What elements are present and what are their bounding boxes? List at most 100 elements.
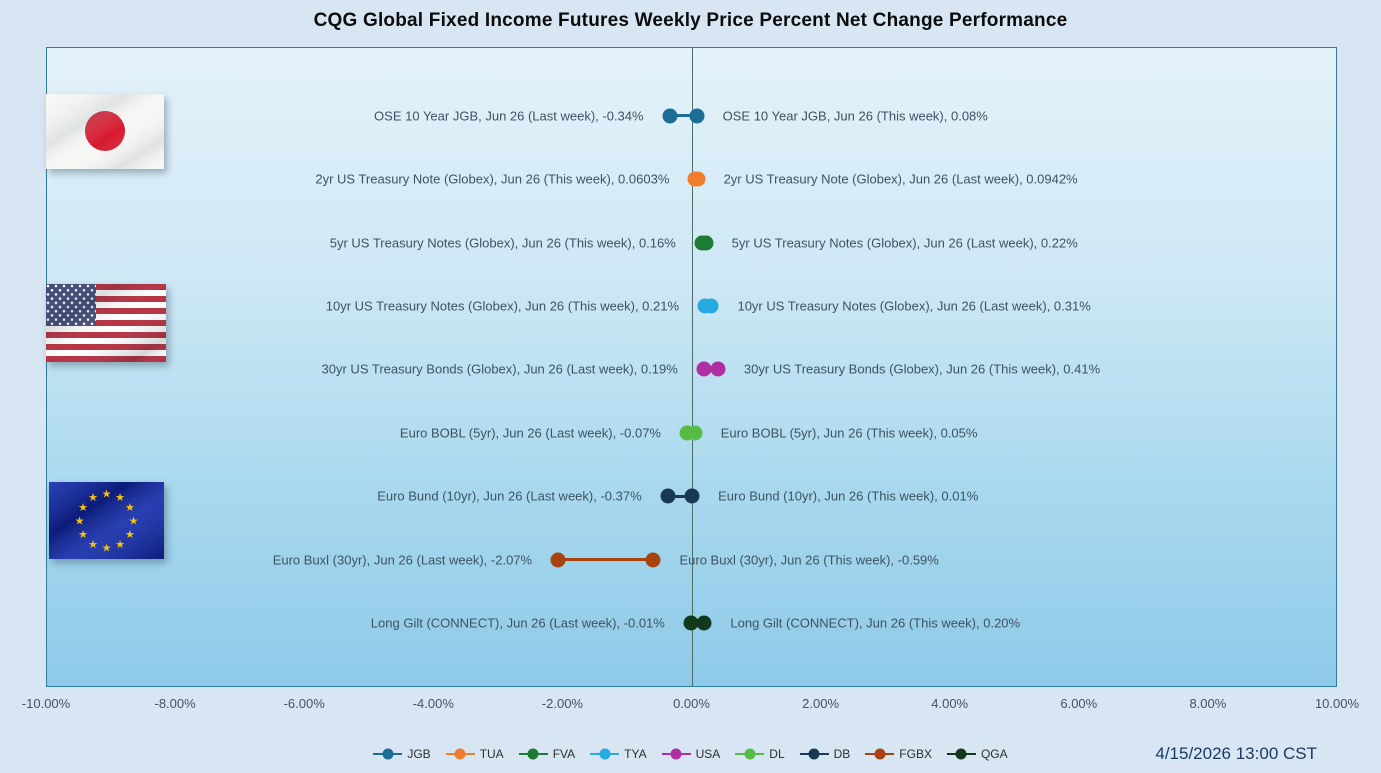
data-point-dl-right — [687, 425, 703, 441]
series-label-right-fva: 5yr US Treasury Notes (Globex), Jun 26 (… — [731, 235, 1078, 251]
data-point-qga-right — [696, 615, 712, 631]
japan-flag-image — [46, 94, 164, 169]
zero-axis-line — [691, 48, 693, 686]
data-point-jgb-right — [689, 108, 705, 124]
usa-flag-image — [46, 284, 166, 362]
series-label-left-dl: Euro BOBL (5yr), Jun 26 (Last week), -0.… — [399, 425, 661, 441]
legend-dot-icon — [599, 748, 611, 760]
legend-dot-icon — [527, 748, 539, 760]
x-tick-label: -8.00% — [154, 696, 196, 711]
data-point-tua-right — [690, 171, 706, 187]
data-point-fgbx-left — [550, 552, 566, 568]
svg-text:★: ★ — [125, 501, 135, 514]
legend-label: DB — [833, 747, 851, 761]
svg-text:★: ★ — [88, 538, 98, 551]
legend-marker-icon — [445, 748, 475, 760]
legend-item-jgb: JGB — [373, 747, 431, 761]
legend-label: DL — [769, 747, 785, 761]
legend-label: JGB — [407, 747, 431, 761]
legend-dot-icon — [808, 748, 820, 760]
legend-label: QGA — [980, 747, 1008, 761]
connector-line-db — [667, 494, 693, 498]
legend-marker-icon — [799, 748, 829, 760]
legend-item-usa: USA — [661, 747, 721, 761]
data-point-qga-left — [683, 615, 699, 631]
legend-label: FGBX — [899, 747, 932, 761]
data-point-fgbx-right — [645, 552, 661, 568]
japan-flag — [46, 94, 164, 169]
svg-text:★: ★ — [125, 528, 135, 541]
series-label-right-tya: 10yr US Treasury Notes (Globex), Jun 26 … — [737, 298, 1091, 314]
series-label-left-qga: Long Gilt (CONNECT), Jun 26 (Last week),… — [370, 615, 665, 631]
svg-text:★: ★ — [78, 528, 88, 541]
series-label-right-jgb: OSE 10 Year JGB, Jun 26 (This week), 0.0… — [722, 108, 988, 124]
x-tick-label: -10.00% — [21, 696, 71, 711]
x-tick-label: -2.00% — [541, 696, 583, 711]
series-label-right-fgbx: Euro Buxl (30yr), Jun 26 (This week), -0… — [679, 552, 939, 568]
legend-dot-icon — [744, 748, 756, 760]
svg-text:★: ★ — [115, 538, 125, 551]
series-label-left-fgbx: Euro Buxl (30yr), Jun 26 (Last week), -2… — [272, 552, 533, 568]
data-point-jgb-left — [662, 108, 678, 124]
svg-text:★: ★ — [102, 542, 112, 555]
x-tick-label: -6.00% — [283, 696, 325, 711]
legend-marker-icon — [735, 748, 765, 760]
series-label-right-db: Euro Bund (10yr), Jun 26 (This week), 0.… — [718, 488, 979, 504]
data-point-tya-right — [703, 298, 719, 314]
legend-dot-icon — [454, 748, 466, 760]
x-tick-label: -4.00% — [412, 696, 454, 711]
svg-text:★: ★ — [78, 501, 88, 514]
legend-marker-icon — [373, 748, 403, 760]
plot-area: ★ ★ ★ ★ ★ ★ ★ ★ ★ ★ ★ ★ OSE 10 Year JGB,… — [46, 47, 1337, 687]
x-tick-label: 0.00% — [673, 696, 710, 711]
series-label-left-tya: 10yr US Treasury Notes (Globex), Jun 26 … — [325, 298, 680, 314]
legend-dot-icon — [874, 748, 886, 760]
data-point-usa-right — [710, 361, 726, 377]
legend-marker-icon — [865, 748, 895, 760]
legend-marker-icon — [518, 748, 548, 760]
legend-item-dl: DL — [735, 747, 785, 761]
legend-item-fgbx: FGBX — [865, 747, 932, 761]
data-point-usa-left — [696, 361, 712, 377]
series-label-left-fva: 5yr US Treasury Notes (Globex), Jun 26 (… — [329, 235, 676, 251]
x-tick-label: 6.00% — [1060, 696, 1098, 711]
legend-item-qga: QGA — [946, 747, 1008, 761]
series-label-left-jgb: OSE 10 Year JGB, Jun 26 (Last week), -0.… — [374, 108, 644, 124]
series-label-left-usa: 30yr US Treasury Bonds (Globex), Jun 26 … — [321, 361, 678, 377]
legend-marker-icon — [946, 748, 976, 760]
legend-dot-icon — [670, 748, 682, 760]
svg-text:★: ★ — [102, 488, 112, 501]
x-tick-label: 10.00% — [1314, 696, 1360, 711]
data-point-db-left — [660, 488, 676, 504]
x-tick-label: 2.00% — [802, 696, 840, 711]
legend-label: FVA — [552, 747, 576, 761]
legend-dot-icon — [382, 748, 394, 760]
legend-item-tya: TYA — [590, 747, 647, 761]
svg-text:★: ★ — [129, 515, 139, 528]
svg-text:★: ★ — [88, 491, 98, 504]
svg-text:★: ★ — [75, 515, 85, 528]
legend-item-db: DB — [799, 747, 851, 761]
legend: JGB TUA FVA TYA USA DL DB FGBX QGA — [0, 747, 1381, 761]
chart-title: CQG Global Fixed Income Futures Weekly P… — [313, 10, 1068, 31]
connector-line-jgb — [669, 114, 697, 118]
connector-line-fgbx — [558, 558, 654, 562]
data-point-fva-right — [698, 235, 714, 251]
legend-item-fva: FVA — [518, 747, 576, 761]
legend-marker-icon — [661, 748, 691, 760]
series-label-right-tua: 2yr US Treasury Note (Globex), Jun 26 (L… — [723, 171, 1078, 187]
usa-flag — [46, 284, 166, 362]
x-axis: -10.00% -8.00% -6.00% -4.00% -2.00% 0.00% 2.00… — [22, 696, 1359, 714]
x-tick-label: 4.00% — [931, 696, 969, 711]
timestamp: 4/15/2026 13:00 CST — [1155, 744, 1317, 763]
legend-label: USA — [695, 747, 721, 761]
legend-label: TYA — [624, 747, 647, 761]
series-label-left-tua: 2yr US Treasury Note (Globex), Jun 26 (T… — [315, 171, 670, 187]
svg-text:★: ★ — [115, 491, 125, 504]
series-label-right-usa: 30yr US Treasury Bonds (Globex), Jun 26 … — [743, 361, 1101, 377]
series-label-left-db: Euro Bund (10yr), Jun 26 (Last week), -0… — [377, 488, 642, 504]
eu-flag: ★ ★ ★ ★ ★ ★ ★ ★ ★ ★ ★ ★ — [49, 482, 164, 559]
legend-dot-icon — [955, 748, 967, 760]
series-label-right-dl: Euro BOBL (5yr), Jun 26 (This week), 0.0… — [720, 425, 978, 441]
data-point-db-right — [684, 488, 700, 504]
